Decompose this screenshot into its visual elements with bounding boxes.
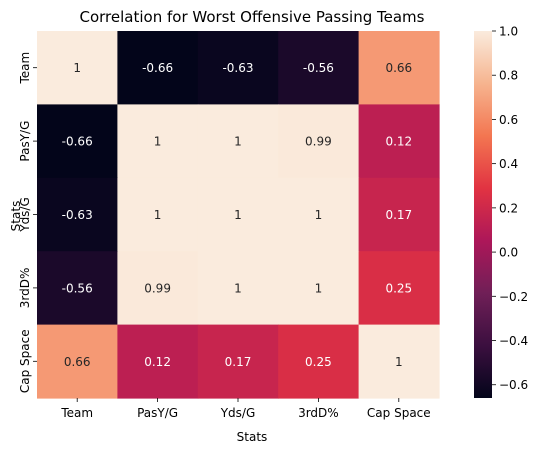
- y-tick-label: Team: [18, 52, 32, 85]
- cell-value-label: 1: [234, 135, 242, 149]
- cell-value-label: -0.66: [62, 135, 93, 149]
- heatmap-cell-pasy-g-team: [37, 104, 118, 179]
- heatmap-cell-cap-space-team: [37, 324, 118, 399]
- colorbar-tick-label: 1.0: [499, 25, 518, 39]
- cell-value-label: -0.66: [142, 61, 173, 75]
- heatmap-cell-team-team: [37, 31, 118, 105]
- cell-value-label: -0.63: [222, 61, 253, 75]
- heatmap-cell-cap-space-yds-g: [197, 324, 279, 399]
- heatmap-cell-3rdd-3rdd: [278, 251, 360, 326]
- cell-value-label: 1: [234, 208, 242, 222]
- chart-title: Correlation for Worst Offensive Passing …: [80, 8, 425, 26]
- colorbar-ticks: −0.6 −0.4 −0.2 0.0 0.2 0.4 0.6 0.8 1.0: [492, 25, 528, 392]
- y-tick-label: 3rdD%: [18, 268, 32, 309]
- heatmap-cell-3rdd-yds-g: [197, 251, 279, 326]
- heatmap-cell-3rdd-cap-space: [358, 251, 440, 326]
- heatmap-cell-pasy-g-yds-g: [197, 104, 279, 179]
- heatmap-cell-yds-g-3rdd: [278, 177, 360, 252]
- cell-value-label: 0.25: [305, 355, 332, 369]
- heatmap-cell-team-3rdd: [278, 31, 360, 105]
- cell-value-label: 1: [315, 208, 323, 222]
- cell-value-label: -0.56: [303, 61, 334, 75]
- heatmap-cell-cap-space-pasy-g: [117, 324, 199, 399]
- x-axis-ticks: Team PasY/G Yds/G 3rdD% Cap Space: [60, 398, 431, 420]
- cell-value-label: 0.66: [64, 355, 91, 369]
- heatmap-cell-3rdd-team: [37, 251, 118, 326]
- heatmap-cells: 1 -0.66 -0.63 -0.56 0.66 -0.66 1 1 0.99 0.12 -0.63…: [37, 31, 440, 399]
- heatmap-cell-cap-space-cap-space: [358, 324, 440, 399]
- cell-value-label: 1: [73, 61, 81, 75]
- y-tick-label: Yds/G: [18, 197, 32, 233]
- cell-value-label: 0.12: [144, 355, 171, 369]
- cell-value-label: 0.17: [225, 355, 252, 369]
- colorbar-tick-label: 0.4: [499, 157, 518, 171]
- x-tick-label: Yds/G: [220, 406, 256, 420]
- heatmap-cell-yds-g-cap-space: [358, 177, 440, 252]
- x-axis-label: Stats: [237, 430, 268, 444]
- cell-value-label: 1: [234, 281, 242, 295]
- cell-value-label: -0.63: [62, 208, 93, 222]
- cell-value-label: 1: [395, 355, 403, 369]
- cell-value-label: 0.12: [385, 135, 412, 149]
- y-axis-ticks: Team PasY/G Yds/G 3rdD% Cap Space: [18, 52, 37, 393]
- heatmap-cell-cap-space-3rdd: [278, 324, 360, 399]
- colorbar-tick-label: 0.0: [499, 246, 518, 260]
- heatmap-cell-pasy-g-3rdd: [278, 104, 360, 179]
- x-tick-label: Cap Space: [367, 406, 431, 420]
- colorbar-tick-label: 0.8: [499, 69, 518, 83]
- heatmap-cell-3rdd-pasy-g: [117, 251, 199, 326]
- colorbar-tick-label: −0.4: [499, 334, 528, 348]
- heatmap-cell-yds-g-yds-g: [197, 177, 279, 252]
- heatmap-cell-team-yds-g: [197, 31, 279, 105]
- heatmap-cell-yds-g-team: [37, 177, 118, 252]
- x-tick-label: PasY/G: [137, 406, 178, 420]
- cell-value-label: 1: [315, 281, 323, 295]
- colorbar: [474, 31, 492, 398]
- y-tick-label: Cap Space: [18, 329, 32, 393]
- cell-value-label: 0.25: [385, 281, 412, 295]
- cell-value-label: 0.99: [305, 135, 332, 149]
- heatmap-cell-pasy-g-pasy-g: [117, 104, 199, 179]
- cell-value-label: -0.56: [62, 281, 93, 295]
- x-tick-label: Team: [60, 406, 93, 420]
- y-tick-label: PasY/G: [18, 121, 32, 162]
- colorbar-tick-label: −0.6: [499, 378, 528, 392]
- x-tick-label: 3rdD%: [298, 406, 339, 420]
- y-axis-label: Stats: [9, 201, 23, 232]
- cell-value-label: 1: [154, 135, 162, 149]
- colorbar-tick-label: 0.2: [499, 201, 518, 215]
- cell-value-label: 0.66: [385, 61, 412, 75]
- heatmap-cell-team-cap-space: [358, 31, 440, 105]
- colorbar-tick-label: −0.2: [499, 290, 528, 304]
- cell-value-label: 0.99: [144, 281, 171, 295]
- heatmap-cell-pasy-g-cap-space: [358, 104, 440, 179]
- heatmap-cell-yds-g-pasy-g: [117, 177, 199, 252]
- heatmap-cell-team-pasy-g: [117, 31, 199, 105]
- cell-value-label: 0.17: [385, 208, 412, 222]
- colorbar-tick-label: 0.6: [499, 113, 518, 127]
- cell-value-label: 1: [154, 208, 162, 222]
